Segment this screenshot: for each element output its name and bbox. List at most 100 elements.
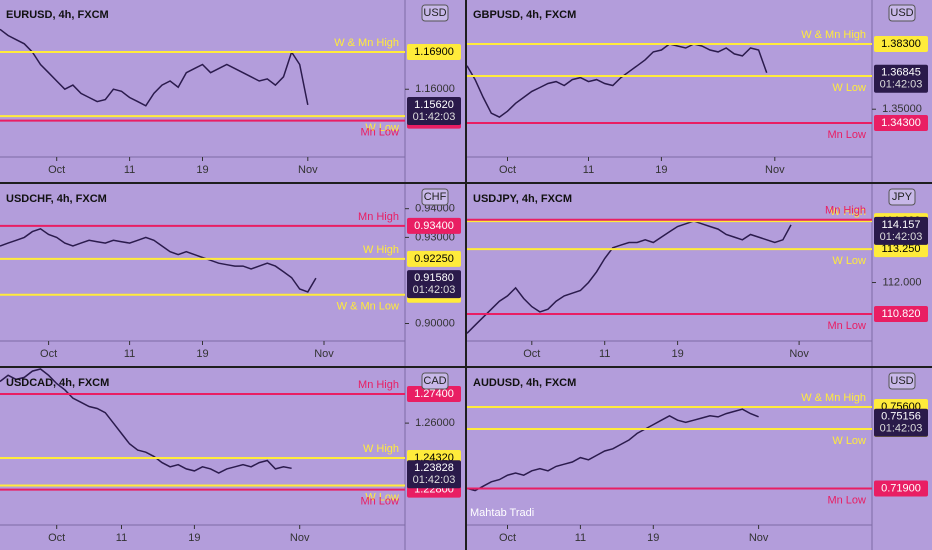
level-price-box bbox=[407, 44, 461, 61]
level-price: 1.38300 bbox=[881, 38, 921, 50]
level-name: Mn Low bbox=[827, 129, 866, 141]
panel-bg bbox=[0, 184, 465, 366]
level-name: W Low bbox=[832, 435, 866, 447]
chart-title: EURUSD, 4h, FXCM bbox=[6, 9, 109, 21]
x-tick-label: 19 bbox=[196, 348, 208, 360]
level-name: Mn Low bbox=[360, 127, 399, 139]
level-name: W & Mn Low bbox=[337, 301, 399, 313]
level-name: W Low bbox=[832, 255, 866, 267]
price-line bbox=[466, 220, 792, 334]
countdown: 01:42:03 bbox=[413, 474, 456, 486]
plot bbox=[466, 408, 759, 492]
level-name: W Low bbox=[832, 82, 866, 94]
x-tick-label: Nov bbox=[298, 164, 318, 176]
level-price-box bbox=[874, 306, 928, 323]
level-price-box bbox=[874, 36, 928, 53]
x-tick-label: Oct bbox=[499, 532, 516, 544]
watermark: Mahtab Tradi bbox=[470, 507, 534, 519]
plot bbox=[466, 220, 792, 334]
level-price-box bbox=[874, 241, 928, 258]
x-tick-label: 19 bbox=[655, 164, 667, 176]
level-name: W High bbox=[363, 443, 399, 455]
level-name: W & Mn High bbox=[801, 392, 866, 404]
plot bbox=[0, 368, 292, 474]
x-tick-label: Nov bbox=[789, 348, 809, 360]
x-tick-label: Oct bbox=[48, 532, 65, 544]
level-name: W High bbox=[830, 206, 866, 218]
currency: USD bbox=[890, 375, 913, 387]
level-name: Mn Low bbox=[360, 496, 399, 508]
x-tick-label: Oct bbox=[40, 348, 57, 360]
panel-bg bbox=[467, 368, 932, 550]
chart-title: GBPUSD, 4h, FXCM bbox=[473, 9, 576, 21]
current-price: 1.36845 bbox=[881, 67, 921, 79]
price-line bbox=[466, 43, 768, 118]
countdown: 01:42:03 bbox=[413, 284, 456, 296]
y-tick-label: 112.000 bbox=[883, 276, 922, 288]
current-price-box bbox=[874, 64, 928, 93]
x-tick-label: 11 bbox=[575, 532, 586, 544]
chart-title: USDJPY, 4h, FXCM bbox=[473, 193, 572, 205]
level-price: 1.27400 bbox=[414, 388, 454, 400]
level-price: 0.93400 bbox=[414, 220, 454, 232]
plot bbox=[466, 43, 768, 118]
current-price-box bbox=[407, 270, 461, 299]
level-price: 0.92250 bbox=[414, 253, 454, 265]
current-price: 0.75156 bbox=[881, 411, 921, 423]
current-price-box bbox=[874, 216, 928, 245]
y-tick-label: 1.16000 bbox=[415, 83, 455, 95]
x-tick-label: 11 bbox=[599, 348, 610, 360]
y-tick-label: 1.35000 bbox=[882, 103, 922, 115]
level-price: 1.34300 bbox=[881, 117, 921, 129]
currency: CHF bbox=[424, 191, 447, 203]
countdown: 01:42:03 bbox=[880, 423, 923, 435]
currency-box bbox=[421, 188, 449, 206]
chart-title: AUDUSD, 4h, FXCM bbox=[473, 377, 576, 389]
current-price-box bbox=[407, 460, 461, 489]
x-tick-label: 11 bbox=[583, 164, 594, 176]
price-line bbox=[466, 408, 759, 492]
price-line bbox=[0, 28, 309, 107]
current-price-box bbox=[407, 96, 461, 125]
level-price-box bbox=[874, 115, 928, 132]
currency-box bbox=[421, 4, 449, 22]
countdown: 01:42:03 bbox=[880, 79, 923, 91]
plot bbox=[0, 28, 309, 107]
x-tick-label: 19 bbox=[196, 164, 208, 176]
level-name: Mn High bbox=[825, 205, 866, 217]
panel-bg bbox=[467, 184, 932, 366]
level-price-box bbox=[407, 250, 461, 267]
chart-title: USDCHF, 4h, FXCM bbox=[6, 193, 107, 205]
panel-bg bbox=[0, 0, 465, 182]
x-tick-label: 11 bbox=[124, 348, 135, 360]
x-tick-label: Oct bbox=[48, 164, 65, 176]
x-tick-label: 11 bbox=[116, 532, 127, 544]
level-name: Mn High bbox=[358, 211, 399, 223]
level-name: Mn High bbox=[358, 379, 399, 391]
x-tick-label: Nov bbox=[290, 532, 310, 544]
currency-box bbox=[421, 372, 449, 390]
level-name: W & Mn High bbox=[801, 29, 866, 41]
panel-bg bbox=[467, 0, 932, 182]
current-price: 1.15620 bbox=[414, 99, 454, 111]
level-name: W High bbox=[363, 244, 399, 256]
countdown: 01:42:03 bbox=[880, 231, 923, 243]
price-line bbox=[0, 227, 317, 293]
x-tick-label: 19 bbox=[671, 348, 683, 360]
level-name: Mn Low bbox=[827, 494, 866, 506]
level-price: 113.250 bbox=[882, 243, 921, 255]
level-price: 0.71900 bbox=[881, 482, 921, 494]
x-tick-label: Nov bbox=[765, 164, 785, 176]
level-price: 1.16900 bbox=[414, 46, 454, 58]
level-name: W Low bbox=[365, 491, 399, 503]
x-tick-label: Nov bbox=[749, 532, 769, 544]
currency: USD bbox=[423, 7, 446, 19]
current-price: 114.157 bbox=[882, 219, 921, 231]
level-price-box bbox=[407, 385, 461, 402]
currency-box bbox=[888, 4, 916, 22]
y-tick-label: 0.94000 bbox=[415, 203, 455, 215]
price-line bbox=[0, 368, 292, 474]
y-tick-label: 0.93000 bbox=[415, 231, 455, 243]
x-tick-label: Nov bbox=[314, 348, 334, 360]
currency: JPY bbox=[892, 191, 913, 203]
